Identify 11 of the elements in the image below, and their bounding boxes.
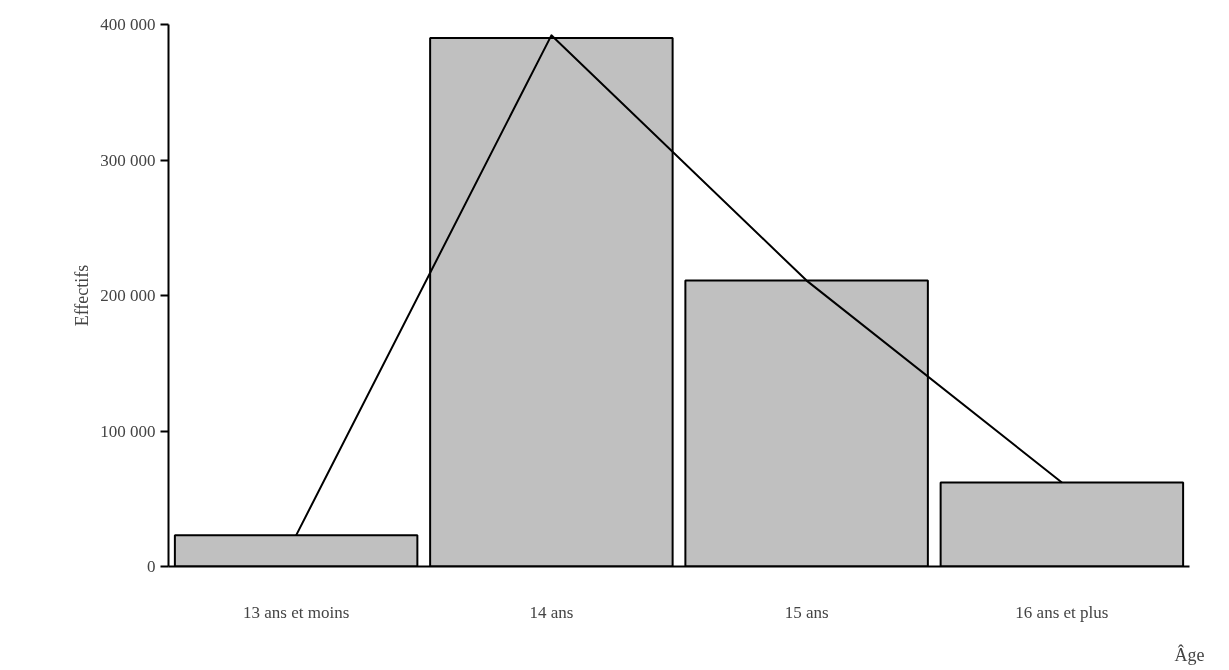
y-axis-title: Effectifs (72, 264, 93, 327)
y-tick-label: 300 000 (100, 150, 156, 170)
y-tick-label: 100 000 (100, 421, 156, 441)
x-tick-label: 15 ans (784, 602, 829, 622)
x-tick-label: 14 ans (529, 602, 574, 622)
x-tick-label: 16 ans et plus (1015, 602, 1109, 622)
y-tick-label: 400 000 (100, 15, 156, 34)
y-tick-label: 200 000 (100, 286, 156, 305)
x-tick-label: 13 ans et moins (243, 602, 350, 622)
x-axis-title: Âge (1174, 643, 1205, 665)
y-tick-label: 0 (147, 557, 156, 576)
